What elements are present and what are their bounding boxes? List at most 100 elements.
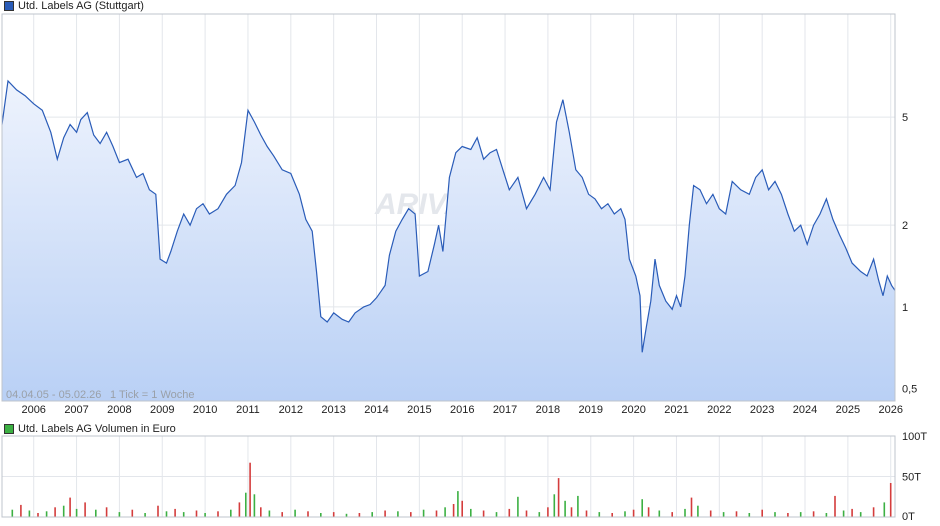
x-tick-label: 2019: [579, 404, 603, 416]
volume-bar: [825, 513, 828, 517]
volume-bar: [570, 507, 573, 517]
volume-bar: [20, 504, 22, 517]
volume-bar: [812, 511, 815, 517]
volume-bar: [495, 512, 498, 517]
volume-bar: [410, 512, 412, 517]
volume-y-tick-label: 50T: [902, 472, 921, 484]
x-tick-label: 2015: [407, 404, 431, 416]
volume-bar: [294, 509, 296, 517]
volume-bar: [105, 507, 108, 517]
volume-bar: [697, 505, 699, 517]
volume-bar: [230, 509, 232, 517]
volume-bar: [553, 494, 556, 517]
volume-bar: [253, 494, 256, 517]
volume-bar: [69, 497, 71, 517]
volume-bar: [525, 510, 528, 517]
volume-bar: [761, 509, 763, 517]
volume-bar: [872, 507, 875, 517]
volume-bar: [245, 492, 247, 517]
volume-bar: [658, 510, 661, 517]
x-tick-label: 2010: [193, 404, 217, 416]
x-tick-label: 2009: [150, 404, 174, 416]
volume-plot-frame: [1, 435, 896, 518]
volume-bar: [787, 513, 789, 517]
x-tick-label: 2024: [793, 404, 817, 416]
x-tick-label: 2012: [279, 404, 303, 416]
volume-bar: [332, 512, 335, 517]
volume-bar: [577, 495, 579, 517]
volume-bar: [461, 500, 463, 517]
volume-bar: [564, 500, 566, 517]
volume-bar: [647, 507, 650, 517]
volume-bar: [249, 462, 251, 517]
x-axis: 2006 2007 2008 2009 2010 2011 2012 2013 2014 2015…: [21, 404, 902, 416]
volume-legend-swatch: [4, 424, 14, 434]
volume-bar: [671, 512, 673, 517]
volume-bar: [37, 513, 39, 517]
x-tick-label: 2016: [450, 404, 474, 416]
price-y-tick-label: 1: [902, 302, 908, 314]
volume-bar: [538, 512, 541, 517]
price-legend: Utd. Labels AG (Stuttgart): [4, 0, 144, 12]
date-range-label: 04.04.05 - 05.02.26: [6, 389, 101, 401]
volume-bar: [84, 502, 86, 517]
volume-bar: [735, 511, 738, 517]
x-tick-label: 2020: [621, 404, 645, 416]
x-tick-label: 2021: [664, 404, 688, 416]
volume-bar: [238, 502, 241, 517]
volume-bar: [624, 511, 626, 517]
price-legend-swatch: [4, 1, 14, 11]
price-plot-frame: [1, 13, 896, 402]
x-tick-label: 2022: [707, 404, 731, 416]
volume-bar: [45, 511, 48, 517]
volume-bar: [11, 509, 14, 517]
x-tick-label: 2018: [536, 404, 560, 416]
x-tick-label: 2007: [64, 404, 88, 416]
volume-bar: [598, 512, 601, 517]
volume-bar: [54, 507, 56, 517]
volume-bar: [320, 513, 322, 517]
volume-bar: [457, 491, 459, 517]
volume-bar: [722, 512, 725, 517]
volume-bar: [883, 502, 886, 517]
volume-bar: [95, 509, 97, 517]
volume-bar: [371, 512, 373, 517]
volume-bar: [684, 508, 686, 517]
volume-y-tick-label: 100T: [902, 431, 927, 443]
volume-bar: [557, 478, 560, 517]
volume-bar: [422, 509, 425, 517]
price-y-tick-label: 5: [902, 112, 908, 124]
x-tick-label: 2023: [750, 404, 774, 416]
volume-bar: [358, 513, 361, 517]
volume-bar: [482, 510, 485, 517]
volume-bar: [690, 497, 693, 517]
x-tick-label: 2013: [321, 404, 345, 416]
volume-bar: [632, 509, 635, 517]
price-legend-label: Utd. Labels AG (Stuttgart): [18, 0, 144, 12]
volume-y-axis: 100T 50T 0T: [902, 431, 927, 523]
volume-bar: [889, 483, 892, 517]
volume-bar: [174, 508, 176, 517]
volume-bar: [182, 512, 185, 517]
volume-bar: [144, 513, 146, 517]
volume-bar: [204, 513, 206, 517]
volume-bar: [307, 511, 309, 517]
volume-bar: [444, 507, 446, 517]
volume-bars: [11, 462, 892, 518]
volume-bar: [268, 510, 271, 517]
price-y-tick-label: 2: [902, 220, 908, 232]
price-area: [2, 80, 895, 402]
volume-bar: [118, 512, 121, 517]
x-tick-label: 2008: [107, 404, 131, 416]
volume-bar: [517, 496, 519, 518]
volume-bar: [842, 510, 845, 517]
x-tick-label: 2017: [493, 404, 517, 416]
volume-bar: [452, 504, 455, 517]
volume-bar: [859, 512, 862, 517]
volume-grid: [2, 435, 895, 518]
volume-bar: [470, 508, 472, 517]
volume-bar: [165, 511, 168, 517]
x-tick-label: 2014: [364, 404, 388, 416]
volume-legend-label: Utd. Labels AG Volumen in Euro: [18, 423, 176, 435]
